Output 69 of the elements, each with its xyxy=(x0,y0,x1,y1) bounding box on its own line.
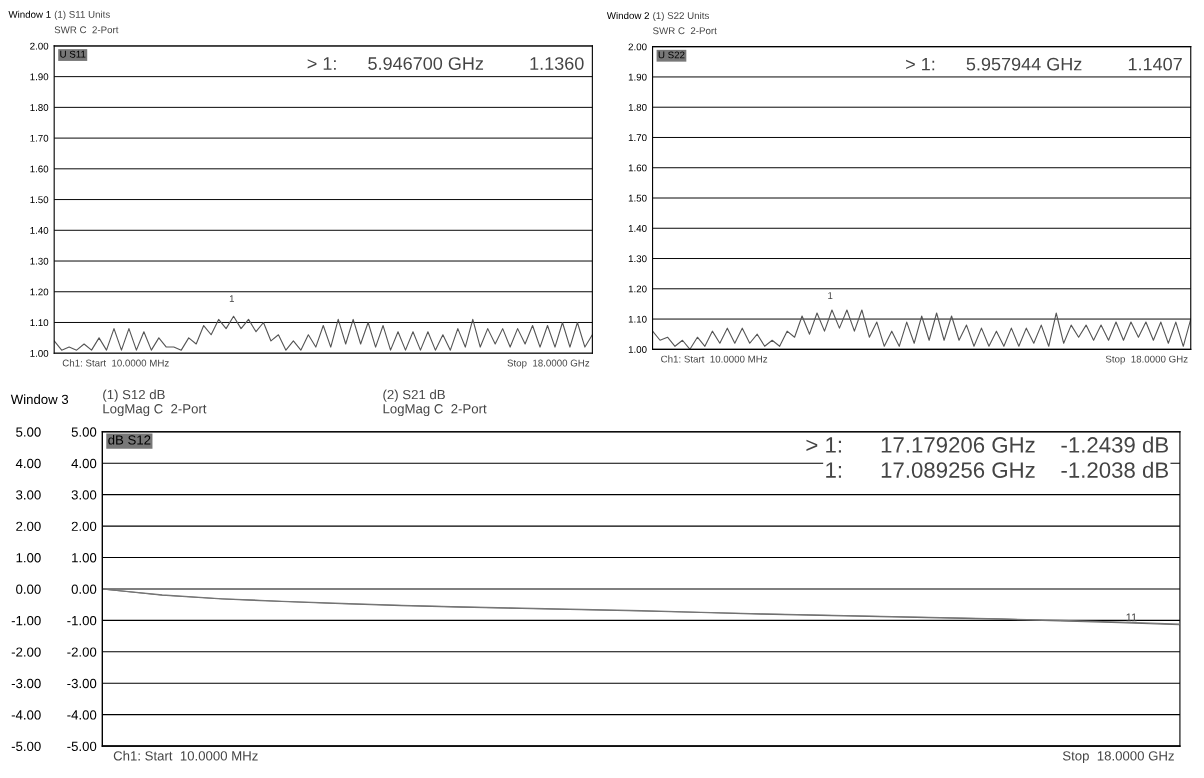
text: (1) S12 dB LogMag C 2-Port xyxy=(103,389,207,417)
y2-tick-label: -3.00 xyxy=(11,678,41,689)
annotation: 1: 17.089256 GHz -1.2038 dB xyxy=(826,461,1168,478)
y-tick-label: 1.30 xyxy=(30,257,49,265)
y-tick-label: 2.00 xyxy=(71,521,97,531)
y-tick-label: 1.20 xyxy=(628,285,647,293)
annotation: > 1: 5.946700 GHz 1.1360 xyxy=(307,57,584,70)
y-tick-label: 1.10 xyxy=(628,315,647,323)
y2-tick-label: -1.00 xyxy=(11,615,41,626)
y-tick-label: 1.70 xyxy=(30,134,49,142)
y-tick-label: 1.20 xyxy=(30,288,49,296)
text: Ch1: Start 10.0000 MHz xyxy=(62,359,169,367)
text: Ch1: Start 10.0000 MHz xyxy=(113,750,258,761)
chart-title: Window 3 xyxy=(10,394,69,405)
y2-tick-label: 4.00 xyxy=(15,458,41,469)
annotation: > 1: 5.957944 GHz 1.1407 xyxy=(906,57,1182,71)
y-tick-label: 1.00 xyxy=(72,553,97,563)
y-tick-label: 5.00 xyxy=(71,427,97,437)
y-tick-label: -5.00 xyxy=(67,741,97,752)
y-tick-label: 1.70 xyxy=(628,134,647,142)
annotation: dB S12 xyxy=(108,434,151,445)
y-tick-label: 1.50 xyxy=(628,194,647,202)
text: Stop 18.0000 GHz xyxy=(1062,751,1174,764)
y-tick-label: 1.00 xyxy=(628,346,647,353)
y-tick-label: 1.90 xyxy=(30,73,49,81)
y-tick-label: 4.00 xyxy=(71,458,97,469)
y2-tick-label: 2.00 xyxy=(16,521,41,531)
y-tick-label: 1.80 xyxy=(30,104,49,111)
y-tick-label: 1.60 xyxy=(30,165,49,173)
text: SWR C 2-Port xyxy=(54,26,119,34)
y-tick-label: 1.10 xyxy=(30,319,49,327)
y2-tick-label: 1.00 xyxy=(16,553,41,563)
y2-tick-label: 5.00 xyxy=(16,427,41,437)
y-tick-label: 0.00 xyxy=(71,584,97,594)
text: Ch1: Start 10.0000 MHz xyxy=(661,355,768,363)
y-tick-label: 1.00 xyxy=(30,349,49,357)
y-tick-label: 1.30 xyxy=(628,255,647,263)
y2-tick-label: -5.00 xyxy=(11,741,41,752)
text: Stop 18.0000 GHz xyxy=(507,359,590,369)
chart-title: Window 1 xyxy=(8,10,51,18)
text: (2) S21 dB LogMag C 2-Port xyxy=(383,389,487,417)
annotation: U S11 xyxy=(60,50,86,58)
text: (1) S11 Units xyxy=(54,10,110,20)
annotation: 1 xyxy=(229,295,235,303)
y-tick-label: -4.00 xyxy=(67,710,97,720)
annotation: U S22 xyxy=(658,51,685,59)
annotation: 1 xyxy=(828,292,833,299)
y-tick-label: -2.00 xyxy=(67,647,97,657)
text: Stop 18.0000 GHz xyxy=(1105,355,1188,365)
y-tick-label: 3.00 xyxy=(71,490,97,500)
y-tick-label: -1.00 xyxy=(67,615,97,626)
text: SWR C 2-Port xyxy=(653,27,717,35)
y-tick-label: 1.50 xyxy=(30,196,49,204)
text: (1) S22 Units xyxy=(653,11,709,21)
y2-tick-label: -4.00 xyxy=(11,710,41,720)
y-tick-label: 2.00 xyxy=(628,43,647,51)
y-tick-label: 1.60 xyxy=(628,164,647,172)
y-tick-label: 2.00 xyxy=(30,42,49,50)
y-tick-label: 1.40 xyxy=(30,227,49,234)
annotation: > 1: 17.179206 GHz -1.2439 dB xyxy=(806,436,1168,453)
y2-tick-label: -2.00 xyxy=(11,647,41,657)
y-tick-label: 1.80 xyxy=(628,103,647,111)
y-tick-label: 1.40 xyxy=(628,225,647,232)
y2-tick-label: 0.00 xyxy=(16,584,41,594)
y-tick-label: -3.00 xyxy=(67,678,97,689)
chart-title: Window 2 xyxy=(606,11,650,20)
annotation: 11 xyxy=(1126,613,1137,622)
y-tick-label: 1.90 xyxy=(628,73,647,81)
y2-tick-label: 3.00 xyxy=(16,490,41,500)
